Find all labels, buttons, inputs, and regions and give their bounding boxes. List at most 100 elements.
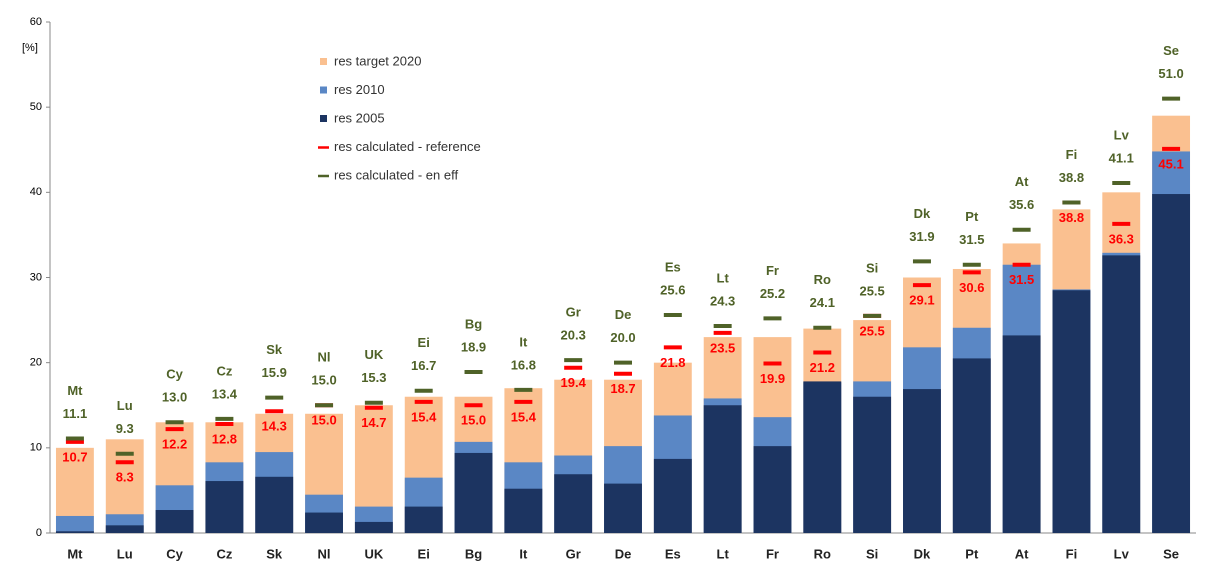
bar xyxy=(305,512,343,533)
reference-label: 21.2 xyxy=(810,360,835,375)
x-tick-label: Gr xyxy=(566,546,581,561)
country-label: Fi xyxy=(1066,147,1078,162)
x-tick-label: Sk xyxy=(266,546,283,561)
bar xyxy=(1052,290,1091,533)
value-label: 20.0 xyxy=(610,330,635,345)
reference-label: 21.8 xyxy=(660,355,685,370)
bar xyxy=(1152,194,1191,533)
reference-label: 14.7 xyxy=(361,415,386,430)
value-label: 51.0 xyxy=(1158,66,1183,81)
bar xyxy=(255,476,294,533)
reference-label: 10.7 xyxy=(62,449,87,464)
x-tick-label: Dk xyxy=(914,546,931,561)
value-label: 13.4 xyxy=(212,386,238,401)
x-tick-label: Pt xyxy=(965,546,979,561)
x-tick-label: Bg xyxy=(465,546,482,561)
bar xyxy=(554,474,593,533)
x-tick-label: Cy xyxy=(166,546,183,561)
value-label: 9.3 xyxy=(116,421,134,436)
value-label: 25.2 xyxy=(760,286,785,301)
reference-label: 18.7 xyxy=(610,381,635,396)
x-tick-label: UK xyxy=(364,546,383,561)
legend-swatch xyxy=(320,115,327,122)
x-tick-label: Es xyxy=(665,546,681,561)
country-label: Es xyxy=(665,259,681,274)
country-label: De xyxy=(615,307,632,322)
country-label: Lv xyxy=(1114,127,1130,142)
y-tick-label: 60 xyxy=(30,16,42,28)
x-tick-label: De xyxy=(615,546,632,561)
x-tick-label: Nl xyxy=(318,546,331,561)
country-label: Cz xyxy=(216,363,232,378)
legend-label: res calculated - reference xyxy=(334,139,481,154)
legend-swatch xyxy=(320,58,327,65)
x-tick-label: Fr xyxy=(766,546,779,561)
bar xyxy=(55,515,94,533)
bar xyxy=(653,458,692,533)
x-tick-label: At xyxy=(1015,546,1029,561)
reference-label: 15.0 xyxy=(461,413,486,428)
reference-label: 8.3 xyxy=(116,470,134,485)
reference-label: 19.9 xyxy=(760,371,785,386)
reference-label: 12.2 xyxy=(162,437,187,452)
bar xyxy=(205,481,244,533)
country-label: Pt xyxy=(965,209,979,224)
reference-label: 15.4 xyxy=(511,409,537,424)
x-tick-label: Mt xyxy=(67,546,83,561)
country-label: Bg xyxy=(465,316,482,331)
bar xyxy=(504,488,543,533)
x-tick-label: Ro xyxy=(814,546,831,561)
reference-label: 23.5 xyxy=(710,340,735,355)
country-label: It xyxy=(519,334,528,349)
reference-label: 30.6 xyxy=(959,280,984,295)
value-label: 38.8 xyxy=(1059,170,1084,185)
reference-label: 19.4 xyxy=(561,375,587,390)
value-label: 25.5 xyxy=(859,283,884,298)
bar xyxy=(404,506,443,533)
country-label: Lt xyxy=(717,270,730,285)
bar xyxy=(1102,255,1141,533)
country-label: Ro xyxy=(814,272,831,287)
country-label: Mt xyxy=(67,383,83,398)
country-label: Dk xyxy=(914,206,931,221)
value-label: 15.9 xyxy=(262,365,287,380)
value-label: 24.3 xyxy=(710,293,735,308)
reference-label: 31.5 xyxy=(1009,272,1034,287)
bar xyxy=(105,525,144,533)
country-label: At xyxy=(1015,174,1029,189)
country-label: Gr xyxy=(566,305,581,320)
value-label: 16.7 xyxy=(411,358,436,373)
country-label: Sk xyxy=(266,342,283,357)
bar xyxy=(753,446,792,533)
bar xyxy=(1002,335,1041,533)
x-tick-label: Se xyxy=(1163,546,1179,561)
bar xyxy=(55,531,94,533)
reference-label: 15.4 xyxy=(411,409,437,424)
value-label: 31.9 xyxy=(909,229,934,244)
legend-swatch xyxy=(320,86,327,94)
bar xyxy=(803,381,842,533)
value-label: 20.3 xyxy=(561,328,586,343)
value-label: 18.9 xyxy=(461,339,486,354)
country-label: Ei xyxy=(418,335,430,350)
y-tick-label: 30 xyxy=(30,271,42,283)
reference-label: 25.5 xyxy=(859,323,884,338)
value-label: 15.0 xyxy=(311,373,336,388)
value-label: 16.8 xyxy=(511,357,536,372)
reference-label: 15.0 xyxy=(311,413,336,428)
value-label: 31.5 xyxy=(959,232,984,247)
legend-label: res target 2020 xyxy=(334,53,421,68)
x-tick-label: Ei xyxy=(418,546,430,561)
y-tick-label: 20 xyxy=(30,357,42,369)
x-tick-label: Cz xyxy=(216,546,232,561)
reference-label: 45.1 xyxy=(1158,156,1183,171)
value-label: 25.6 xyxy=(660,282,685,297)
y-tick-label: 40 xyxy=(30,186,42,198)
x-tick-label: Lu xyxy=(117,546,133,561)
country-label: UK xyxy=(364,347,383,362)
country-label: Lu xyxy=(117,398,133,413)
bar xyxy=(354,521,393,533)
x-tick-label: Si xyxy=(866,546,878,561)
reference-label: 29.1 xyxy=(909,293,934,308)
y-tick-label: 0 xyxy=(36,527,42,539)
